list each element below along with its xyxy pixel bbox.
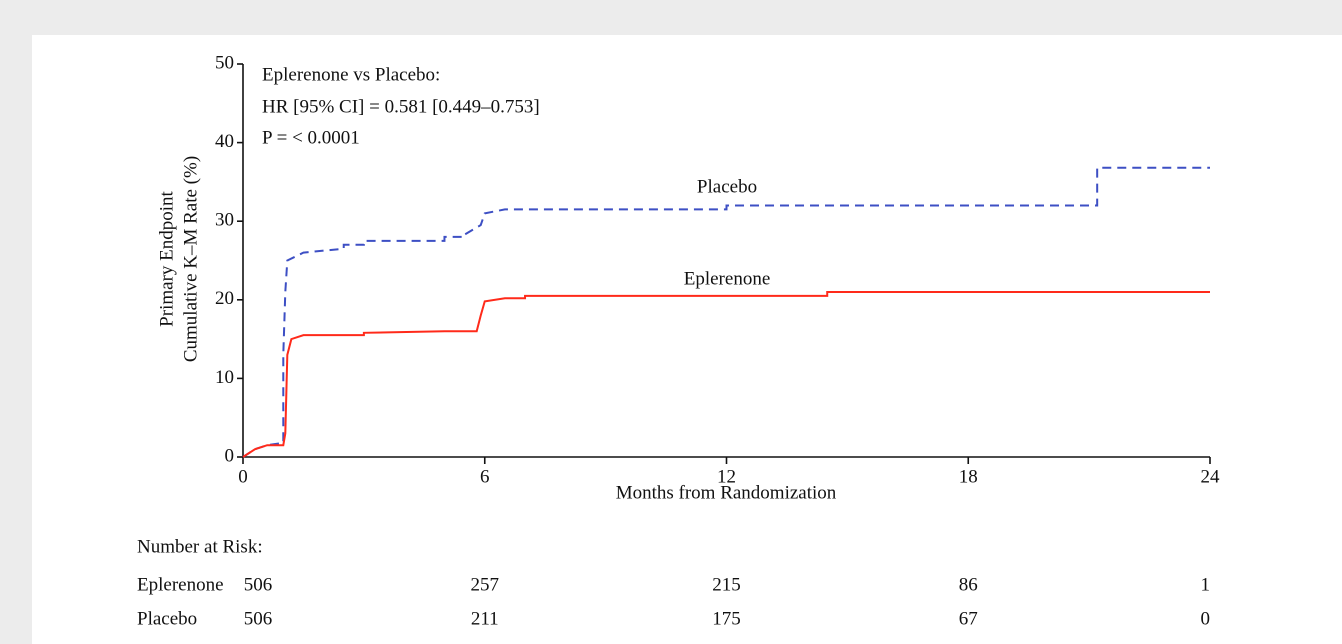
panel (32, 35, 1342, 644)
risk-value: 0 (1201, 608, 1211, 629)
risk-value: 215 (712, 574, 741, 595)
annotation: HR [95% CI] = 0.581 [0.449–0.753] (262, 96, 540, 117)
series-label: Placebo (697, 176, 757, 197)
x-tick-label: 0 (238, 466, 248, 487)
km-curve (242, 290, 1210, 458)
x-axis-label: Months from Randomization (616, 482, 837, 503)
annotation: P = < 0.0001 (262, 127, 360, 148)
risk-value: 257 (471, 574, 500, 595)
risk-value: 211 (471, 608, 499, 629)
y-tick-label: 10 (215, 367, 234, 388)
x-tick-label: 12 (717, 466, 736, 487)
risk-value: 506 (244, 608, 273, 629)
risk-value: 67 (959, 608, 978, 629)
risk-value: 86 (959, 574, 978, 595)
risk-row-label: Eplerenone (137, 574, 224, 595)
risk-value: 506 (244, 574, 273, 595)
annotation: Eplerenone vs Placebo: (262, 64, 440, 85)
x-tick-label: 6 (480, 466, 490, 487)
y-tick-label: 20 (215, 288, 234, 309)
series-label: Eplerenone (684, 268, 771, 289)
y-axis-label: Primary Endpoint (156, 190, 177, 326)
y-tick-label: 30 (215, 210, 234, 231)
x-tick-label: 18 (959, 466, 978, 487)
risk-value: 175 (712, 608, 741, 629)
risk-value: 1 (1201, 574, 1211, 595)
risk-table-title: Number at Risk: (137, 536, 263, 557)
y-tick-label: 40 (215, 131, 234, 152)
risk-row-label: Placebo (137, 608, 197, 629)
y-axis-label: Cumulative K–M Rate (%) (180, 156, 201, 362)
y-tick-label: 50 (215, 52, 234, 73)
km-curve (242, 166, 1210, 458)
y-tick-label: 0 (225, 445, 235, 466)
x-tick-label: 24 (1201, 466, 1221, 487)
